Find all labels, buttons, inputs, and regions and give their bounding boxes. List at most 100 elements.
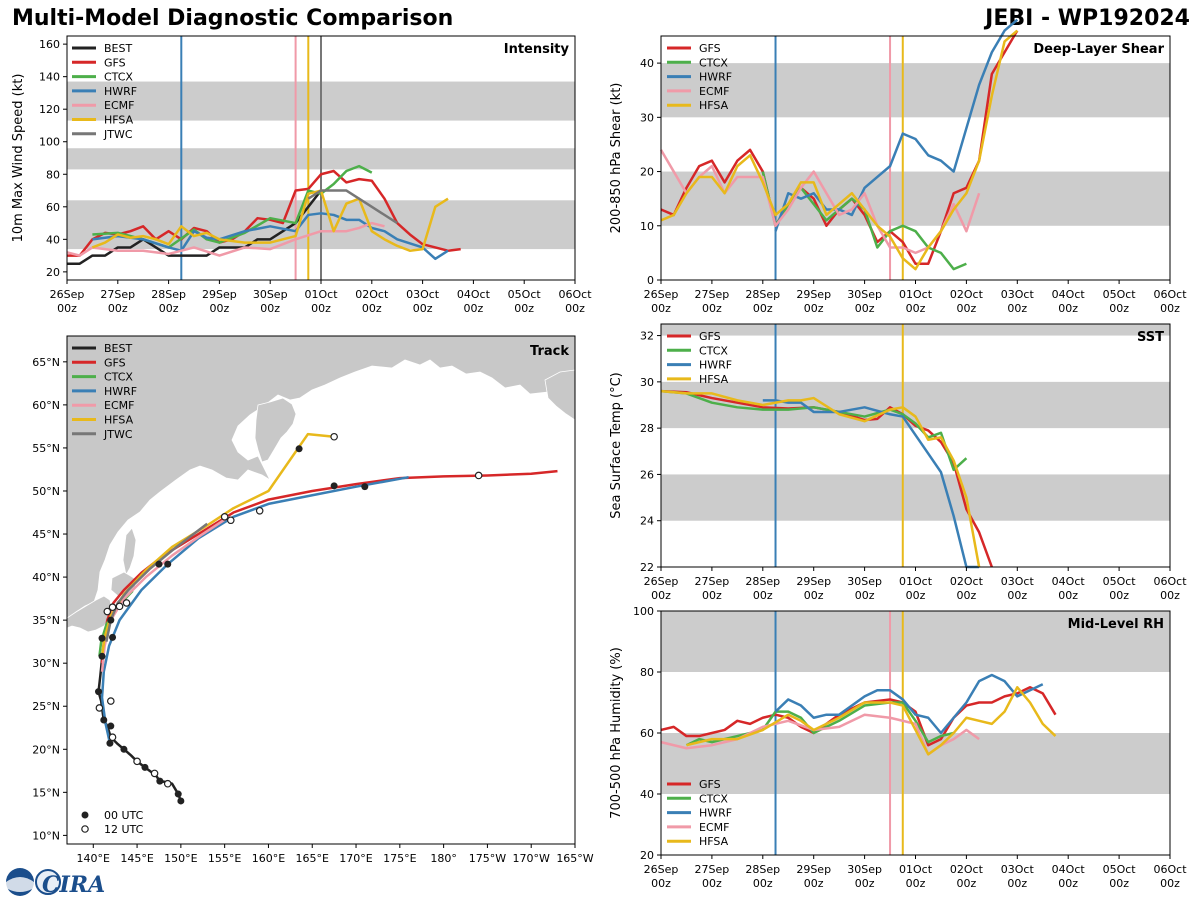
lon-tick-label: 145°E (120, 852, 153, 865)
series-line-hwrf (774, 673, 1044, 735)
legend-label-gfs: GFS (699, 778, 721, 791)
x-tick-label-time: 00z (957, 877, 977, 890)
x-tick-label: 05Oct (1103, 575, 1137, 588)
series-line-best (67, 189, 322, 265)
land-masses (67, 336, 575, 633)
x-tick-label-time: 00z (362, 302, 382, 315)
x-tick-label: 29Sep (796, 288, 831, 301)
x-tick-label: 26Sep (644, 575, 679, 588)
panel-title: Mid-Level RH (1068, 617, 1164, 632)
land-alaska (544, 369, 575, 421)
y-axis-label: Sea Surface Temp (°C) (609, 372, 624, 519)
x-tick-label-time: 00z (804, 302, 824, 315)
y-tick-label: 160 (39, 38, 60, 51)
track-lines (97, 432, 558, 802)
legend-label-jtwc: JTWC (103, 428, 133, 441)
legend-label-best: BEST (104, 42, 132, 55)
x-tick-label: 28Sep (745, 288, 780, 301)
lat-tick-label: 50°N (32, 485, 60, 498)
shaded-band (661, 171, 1170, 226)
x-tick-label: 06Oct (558, 288, 592, 301)
x-tick-label: 30Sep (253, 288, 288, 301)
x-tick-label: 02Oct (355, 288, 389, 301)
intensity-panel: 2040608010012014016026Sep00z27Sep00z28Se… (11, 35, 592, 315)
track-marker-12utc (115, 602, 124, 611)
x-tick-label-time: 00z (1007, 302, 1027, 315)
track-marker-12utc (108, 733, 117, 742)
x-tick-label-time: 00z (855, 589, 875, 602)
y-tick-label: 100 (39, 136, 60, 149)
series-line-gfs (67, 169, 461, 257)
legend-label-hfsa: HFSA (104, 114, 134, 127)
shaded-band (661, 733, 1170, 794)
lat-tick-label: 10°N (32, 829, 60, 842)
track-marker-00utc (98, 652, 106, 660)
legend-label-ecmf: ECMF (104, 99, 134, 112)
legend-label-hfsa: HFSA (104, 414, 134, 427)
lon-tick-label: 175°W (469, 852, 506, 865)
x-tick-label-time: 00z (702, 589, 722, 602)
x-tick-label: 03Oct (406, 288, 440, 301)
track-marker-00utc (177, 797, 185, 805)
marker-legend-12utc-label: 12 UTC (104, 823, 144, 836)
plot-frame (66, 335, 576, 845)
track-marker-00utc (174, 790, 182, 798)
y-tick-label: 60 (640, 727, 654, 740)
sst-panel: 22242628303226Sep00z27Sep00z28Sep00z29Se… (609, 323, 1187, 602)
globe-icon (35, 869, 61, 895)
y-tick-label: 40 (640, 788, 654, 801)
y-tick-label: 10 (640, 220, 654, 233)
track-marker-12utc (103, 607, 112, 616)
lat-tick-label: 20°N (32, 743, 60, 756)
series-line-hwrf (92, 212, 449, 261)
x-tick-label: 04Oct (457, 288, 491, 301)
x-tick-label: 05Oct (1103, 863, 1137, 876)
legend-label-ctcx: CTCX (104, 371, 133, 384)
track-marker-12utc (133, 757, 141, 766)
x-tick-label: 28Sep (745, 863, 780, 876)
y-axis-label: 700-500 hPa Humidity (%) (609, 647, 624, 819)
lon-tick-label: 150°E (164, 852, 197, 865)
y-tick-label: 40 (46, 233, 60, 246)
y-axis-label: 200-850 hPa Shear (kt) (609, 83, 624, 234)
x-tick-label-time: 00z (413, 302, 433, 315)
track-marker-00utc (164, 560, 172, 568)
legend-label-best: BEST (104, 342, 132, 355)
x-tick-label: 28Sep (151, 288, 186, 301)
track-marker-00utc (107, 722, 115, 730)
x-tick-label-time: 00z (753, 589, 773, 602)
x-tick-label-time: 00z (1058, 877, 1078, 890)
y-tick-label: 28 (640, 422, 654, 435)
x-tick-label: 27Sep (695, 288, 730, 301)
legend-label-ctcx: CTCX (104, 71, 133, 84)
x-tick-label-time: 00z (565, 302, 585, 315)
x-tick-label: 02Oct (950, 288, 984, 301)
land-kamchatka (254, 397, 297, 463)
x-tick-label-time: 00z (906, 302, 926, 315)
x-tick-label-time: 00z (753, 877, 773, 890)
x-tick-label-time: 00z (1058, 302, 1078, 315)
legend-label-jtwc: JTWC (103, 128, 133, 141)
x-tick-label-time: 00z (651, 589, 671, 602)
track-panel: 10°N 15°N 20°N 25°N 30°N 35°N 40°N 45°N 50°N 55°N… (32, 335, 594, 865)
panel-title: Deep-Layer Shear (1033, 42, 1164, 57)
x-tick-label: 26Sep (644, 863, 679, 876)
series-line-hfsa (91, 189, 449, 252)
x-tick-label: 29Sep (796, 863, 831, 876)
x-tick-label: 05Oct (1103, 288, 1137, 301)
track-marker-00utc (106, 739, 114, 747)
marker-legend-12utc-symbol (81, 825, 89, 833)
lon-tick-label: 170°W (513, 852, 550, 865)
x-tick-label-time: 00z (464, 302, 484, 315)
x-tick-label-time: 00z (1109, 302, 1129, 315)
x-tick-label: 02Oct (950, 863, 984, 876)
shear-panel: 01020304026Sep00z27Sep00z28Sep00z29Sep00… (609, 18, 1187, 315)
x-tick-label: 30Sep (847, 288, 882, 301)
track-marker-00utc (98, 634, 106, 642)
x-tick-label-time: 00z (514, 302, 534, 315)
y-tick-label: 24 (640, 515, 654, 528)
x-tick-label-time: 00z (702, 302, 722, 315)
track-marker-12utc (122, 599, 131, 607)
x-tick-label: 30Sep (847, 863, 882, 876)
track-marker-12utc (226, 516, 235, 525)
